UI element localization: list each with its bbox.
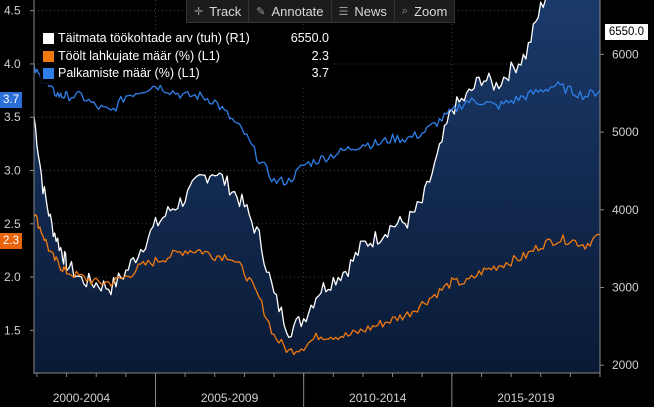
zoom-label: Zoom <box>414 3 448 19</box>
y-left-tick-label-1: 2.0 <box>4 270 21 284</box>
track-label: Track <box>209 3 242 19</box>
legend-label: Töölt lahkujate määr (%) (L1) <box>58 48 220 63</box>
legend-value: 3.7 <box>311 66 329 80</box>
y-right-tick-label-3: 5000 <box>612 125 639 139</box>
news-label: News <box>354 3 387 19</box>
y-left-tick-label-6: 4.5 <box>4 4 21 18</box>
y-right-tick-label-1: 3000 <box>612 281 639 295</box>
series-line-1 <box>34 213 600 356</box>
x-tick-label-2: 2010-2014 <box>349 391 407 405</box>
crosshair-icon: ✛ <box>194 4 204 18</box>
y-left-tick-label-2: 2.5 <box>4 217 21 231</box>
y-right-tick-label-0: 2000 <box>612 358 639 372</box>
series-area-0 <box>34 0 600 373</box>
y-left-tick-label-4: 3.5 <box>4 110 21 124</box>
y-left-tick-label-5: 4.0 <box>4 57 21 71</box>
news-icon: ☰ <box>338 4 349 18</box>
pencil-icon: ✎ <box>256 4 266 18</box>
y-left-tick-label-3: 3.0 <box>4 164 21 178</box>
chart-toolbar: ✛ Track ✎ Annotate ☰ News ⌕ Zoom <box>186 0 456 23</box>
legend-item-openings[interactable]: Täitmata töökohtade arv (tuh) (R1) 6550.… <box>43 30 333 48</box>
legend-value: 6550.0 <box>290 31 329 45</box>
quits-last-value-tag: 2.3 <box>0 233 22 249</box>
legend-item-quits[interactable]: Töölt lahkujate määr (%) (L1) 2.3 <box>43 48 333 66</box>
x-tick-label-1: 2005-2009 <box>201 391 259 405</box>
legend-label: Täitmata töökohtade arv (tuh) (R1) <box>58 31 250 45</box>
openings-last-value-tag: 6550.0 <box>604 24 648 40</box>
legend-value: 2.3 <box>311 48 329 63</box>
annotate-button[interactable]: ✎ Annotate <box>249 0 332 22</box>
legend: Täitmata töökohtade arv (tuh) (R1) 6550.… <box>40 29 333 85</box>
track-button[interactable]: ✛ Track <box>187 0 250 22</box>
series-line-0 <box>34 0 547 339</box>
search-icon: ⌕ <box>401 4 409 17</box>
x-tick-label-0: 2000-2004 <box>53 391 111 405</box>
news-button[interactable]: ☰ News <box>332 0 395 22</box>
legend-label: Palkamiste määr (%) (L1) <box>58 66 200 80</box>
legend-swatch <box>43 33 54 45</box>
y-left-tick-label-0: 1.5 <box>4 323 21 337</box>
annotate-label: Annotate <box>271 3 324 19</box>
axes: 1.5 2.0 2.5 3.0 3.5 4.0 4.5 2000 3000 4000 5000 600… <box>4 0 639 407</box>
x-tick-label-3: 2015-2019 <box>497 391 555 405</box>
y-right-tick-label-4: 6000 <box>612 47 639 61</box>
legend-swatch <box>43 68 54 80</box>
series-line-2 <box>34 64 600 186</box>
legend-item-hires[interactable]: Palkamiste määr (%) (L1) 3.7 <box>43 65 333 83</box>
legend-swatch <box>43 50 54 62</box>
y-right-tick-label-2: 4000 <box>612 203 639 217</box>
hires-last-value-tag: 3.7 <box>0 92 22 108</box>
zoom-button[interactable]: ⌕ Zoom <box>395 0 454 22</box>
